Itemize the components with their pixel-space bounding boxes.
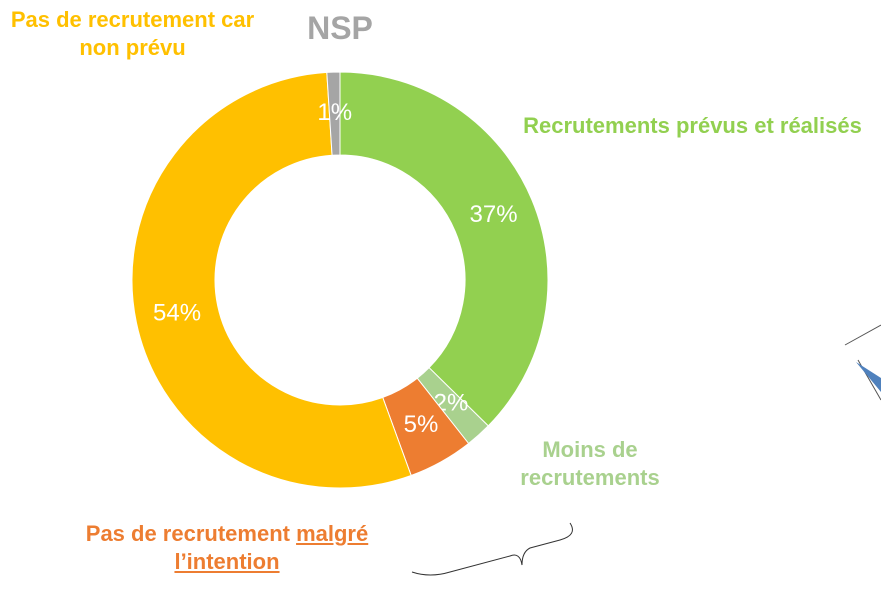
- category-label: Pas de recrutement malgré l’intention: [85, 521, 369, 574]
- decor-shape: [844, 324, 881, 401]
- category-label: Moins de recrutements: [520, 437, 660, 490]
- donut-slice: [339, 71, 549, 427]
- category-label: Recrutements prévus et réalisés: [523, 113, 862, 138]
- decor-shape: [856, 362, 881, 392]
- value-label: 37%: [470, 201, 518, 228]
- category-label: Pas de recrutement car non prévu: [10, 7, 255, 60]
- donut-slice: [131, 71, 412, 489]
- category-label: NSP: [307, 10, 373, 46]
- value-label: 5%: [404, 411, 439, 438]
- donut-slice: [326, 71, 341, 156]
- value-label: 1%: [317, 99, 352, 126]
- decor-brace: [411, 522, 573, 576]
- value-label: 54%: [153, 299, 201, 326]
